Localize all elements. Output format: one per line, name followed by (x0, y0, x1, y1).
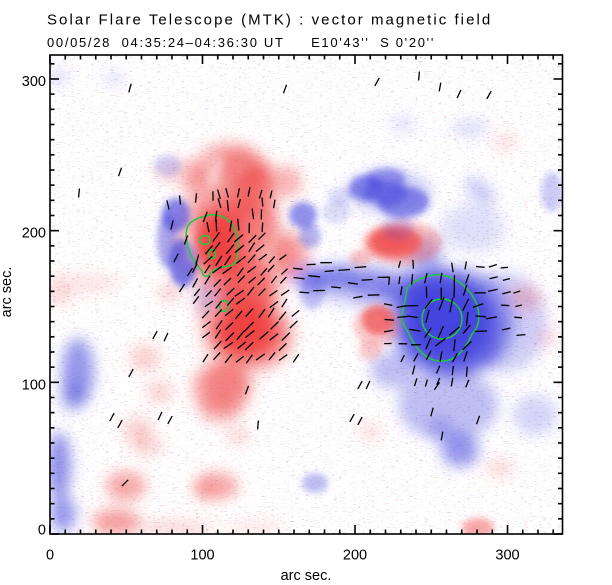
svg-text:300: 300 (22, 74, 46, 90)
svg-text:0: 0 (38, 523, 46, 539)
svg-text:200: 200 (343, 548, 367, 564)
svg-text:00/05/28 04:35:24–04:36:30 UT: 00/05/28 04:35:24–04:36:30 UT E10'43'' S… (47, 35, 435, 50)
svg-text:0: 0 (46, 548, 54, 564)
svg-text:300: 300 (495, 548, 519, 564)
svg-text:arc sec.: arc sec. (281, 568, 332, 584)
svg-text:200: 200 (22, 226, 46, 242)
svg-text:100: 100 (22, 377, 46, 393)
svg-text:arc sec.: arc sec. (0, 267, 15, 318)
svg-text:100: 100 (190, 548, 214, 564)
svg-text:Solar Flare Telescope (MTK) :: Solar Flare Telescope (MTK) : vector mag… (47, 12, 492, 29)
